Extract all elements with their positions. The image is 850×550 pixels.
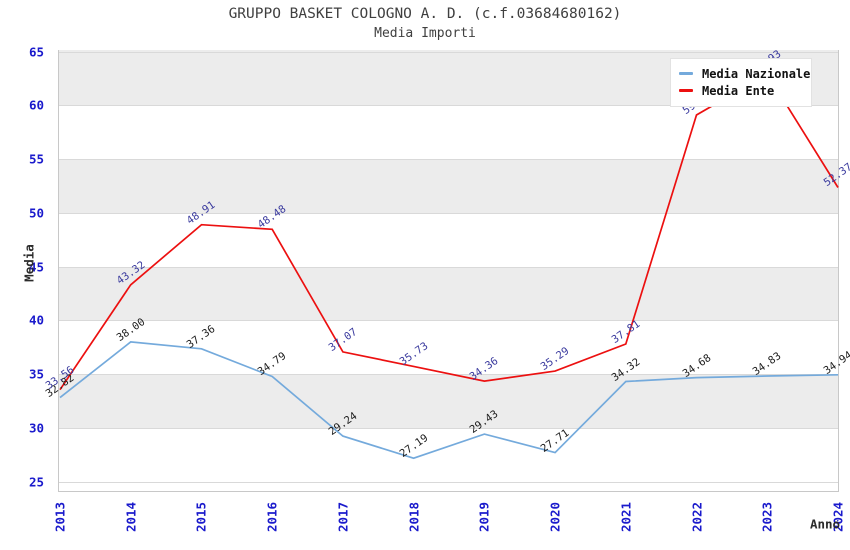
y-tick-label: 45 [28,259,44,275]
gridline [59,212,838,214]
gridline [59,159,838,161]
y-tick-label: 50 [28,205,44,221]
y-tick-label: 30 [28,420,44,436]
chart-title: GRUPPO BASKET COLOGNO A. D. (c.f.0368468… [228,6,622,22]
chart-subtitle: Media Importi [374,26,476,41]
plot-band [59,374,838,428]
y-tick-label: 40 [28,312,44,328]
gridline [59,51,838,53]
legend: Media Nazionale Media Ente [670,58,812,107]
x-tick-label: 2021 [618,501,634,533]
x-tick-label: 2017 [335,501,351,533]
legend-label: Media Ente [702,83,775,98]
y-tick-label: 55 [28,151,44,167]
gridline [59,320,838,322]
plot-band [59,266,838,321]
y-tick-label: 65 [28,44,44,60]
legend-line-swatch [679,89,693,92]
plot-band [59,159,838,213]
x-tick-label: 2018 [406,501,422,533]
x-tick-label: 2022 [689,501,705,533]
gridline [59,481,838,483]
gridline [59,374,838,376]
x-tick-label: 2015 [193,501,209,533]
gridline [59,427,838,429]
legend-item: Media Nazionale [679,65,810,82]
legend-line-swatch [679,72,693,75]
x-tick-label: 2019 [476,501,492,533]
x-tick-label: 2014 [123,501,139,533]
y-tick-label: 35 [28,366,44,382]
plot-band [59,212,838,267]
plot-band [59,427,838,482]
plot-band [59,320,838,375]
x-tick-label: 2020 [547,501,563,533]
x-tick-label: 2016 [264,501,280,533]
x-tick-label: 2023 [759,501,775,533]
y-axis-title: Media [21,244,37,282]
gridline [59,266,838,268]
legend-label: Media Nazionale [702,66,811,81]
plot-band [59,105,838,160]
plot-area [58,50,839,492]
y-tick-label: 60 [28,97,44,113]
x-axis-title: Anno [809,516,841,532]
y-tick-label: 25 [28,474,44,490]
x-tick-label: 2013 [52,501,68,533]
legend-item: Media Ente [679,82,801,99]
